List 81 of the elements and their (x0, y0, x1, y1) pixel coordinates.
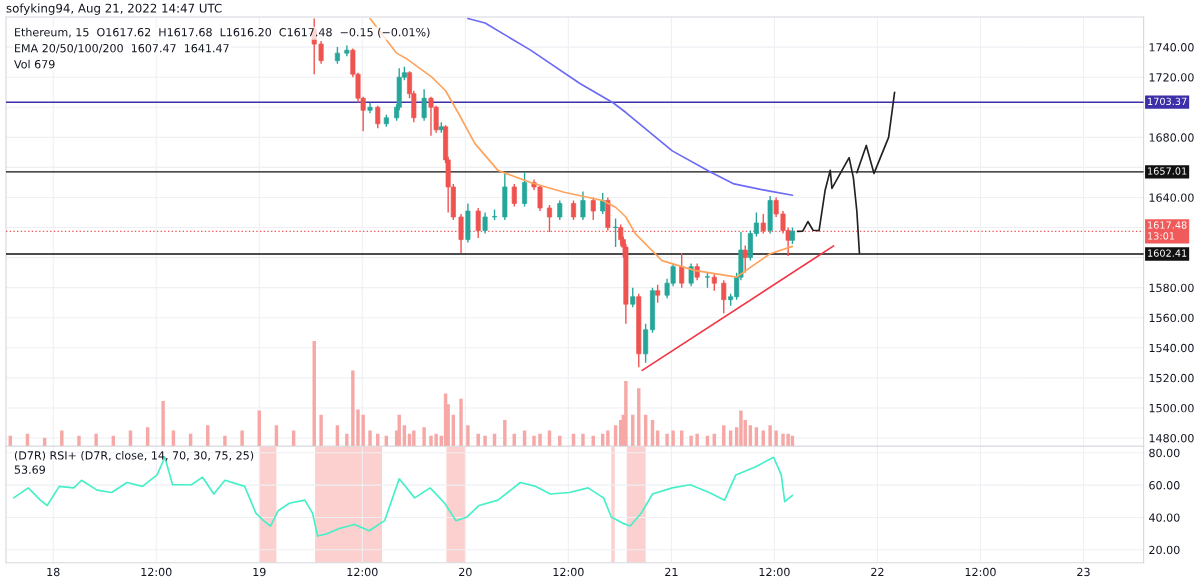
candlestick (590, 196, 596, 221)
y-tick-label: 1560.00 (1149, 313, 1194, 323)
bar (223, 435, 227, 447)
x-tick-label: 19 (253, 567, 266, 577)
x-tick-label: 23 (1077, 567, 1090, 577)
chart-title: (D7R) RSI+ (D7R, close, 14, 70, 30, 75, 25) (14, 450, 254, 461)
line-series (856, 91, 896, 175)
bar (77, 435, 81, 447)
candlestick (421, 88, 427, 122)
bar (581, 433, 585, 447)
candlestick (522, 171, 528, 208)
y-tick-label: 1540.00 (1149, 343, 1194, 353)
candlestick (630, 286, 636, 308)
bar (768, 425, 772, 447)
y-tick-label: 80.00 (1149, 448, 1180, 458)
candlestick (655, 283, 661, 304)
y-tick-label: 1740.00 (1149, 43, 1194, 52)
candlestick (742, 244, 748, 274)
ref-line-label: 1703.37 (1148, 97, 1187, 106)
bar (695, 433, 699, 447)
y-tick-label: 1480.00 (1149, 434, 1194, 443)
candlestick (600, 192, 606, 215)
annotation: 53.69 (14, 465, 45, 474)
x-tick-label: 12:00 (141, 567, 172, 577)
ref-line-label: 1657.01 (1148, 167, 1187, 175)
bar (739, 410, 743, 447)
ref-line-label: 1602.41 (1148, 249, 1187, 257)
x-tick-label: 18 (47, 567, 60, 577)
x-tick-label: 12:00 (965, 567, 996, 577)
bar (503, 419, 507, 447)
y-tick-label: 60.00 (1149, 481, 1180, 490)
bar (422, 427, 426, 447)
bar (319, 414, 323, 447)
candlestick (613, 217, 619, 248)
candlestick (458, 213, 464, 254)
candlestick (557, 199, 563, 221)
chart-title: sofyking94, Aug 21, 2022 14:47 UTC (6, 3, 222, 15)
bar (476, 433, 480, 447)
candlestick (679, 252, 685, 289)
bar (665, 433, 669, 447)
bar (345, 433, 349, 447)
bar (240, 430, 244, 447)
candlestick (721, 279, 727, 314)
bar (606, 430, 610, 447)
y-tick-label: 20.00 (1149, 545, 1180, 555)
y-tick-label: 1500.00 (1149, 403, 1194, 413)
y-tick-label: 1580.00 (1149, 283, 1194, 293)
annotation: Ethereum, 15 O1617.62 H1617.68 L1616.20 C1617.48 −0.15 (−0.01%) (15, 27, 430, 38)
candlestick (580, 190, 586, 221)
bar (538, 433, 542, 447)
line-series (467, 17, 794, 197)
y-tick-label: 40.00 (1149, 513, 1180, 522)
bar (483, 435, 487, 447)
candlestick (482, 211, 488, 235)
candlestick (571, 199, 577, 221)
bar (774, 430, 778, 447)
bar (161, 400, 165, 447)
bar (532, 435, 536, 447)
x-tick-label: 12:00 (553, 567, 584, 577)
ref-line-label: 1617.48 13:01 (1148, 221, 1187, 240)
annotation: EMA 20/50/100/200 1607.47 1641.47 (15, 43, 229, 54)
candlestick (375, 105, 381, 130)
annotation: Vol 679 (14, 59, 55, 69)
y-tick-label: 1720.00 (1149, 73, 1194, 82)
bar (94, 433, 98, 447)
x-tick-label: 21 (665, 567, 678, 577)
y-tick-label: 1680.00 (1149, 133, 1194, 142)
bar (466, 425, 470, 447)
bar (671, 430, 675, 447)
candlestick (511, 183, 517, 208)
x-tick-label: 12:00 (759, 567, 790, 577)
bar (412, 430, 416, 447)
bar (368, 430, 372, 447)
bar (689, 435, 693, 447)
y-tick-label: 1520.00 (1149, 373, 1194, 383)
x-tick-label: 22 (871, 567, 884, 577)
x-tick-label: 12:00 (347, 567, 378, 577)
x-tick-label: 20 (459, 567, 472, 577)
bar (60, 430, 64, 447)
bar (459, 398, 463, 447)
y-tick-label: 1640.00 (1149, 193, 1194, 202)
